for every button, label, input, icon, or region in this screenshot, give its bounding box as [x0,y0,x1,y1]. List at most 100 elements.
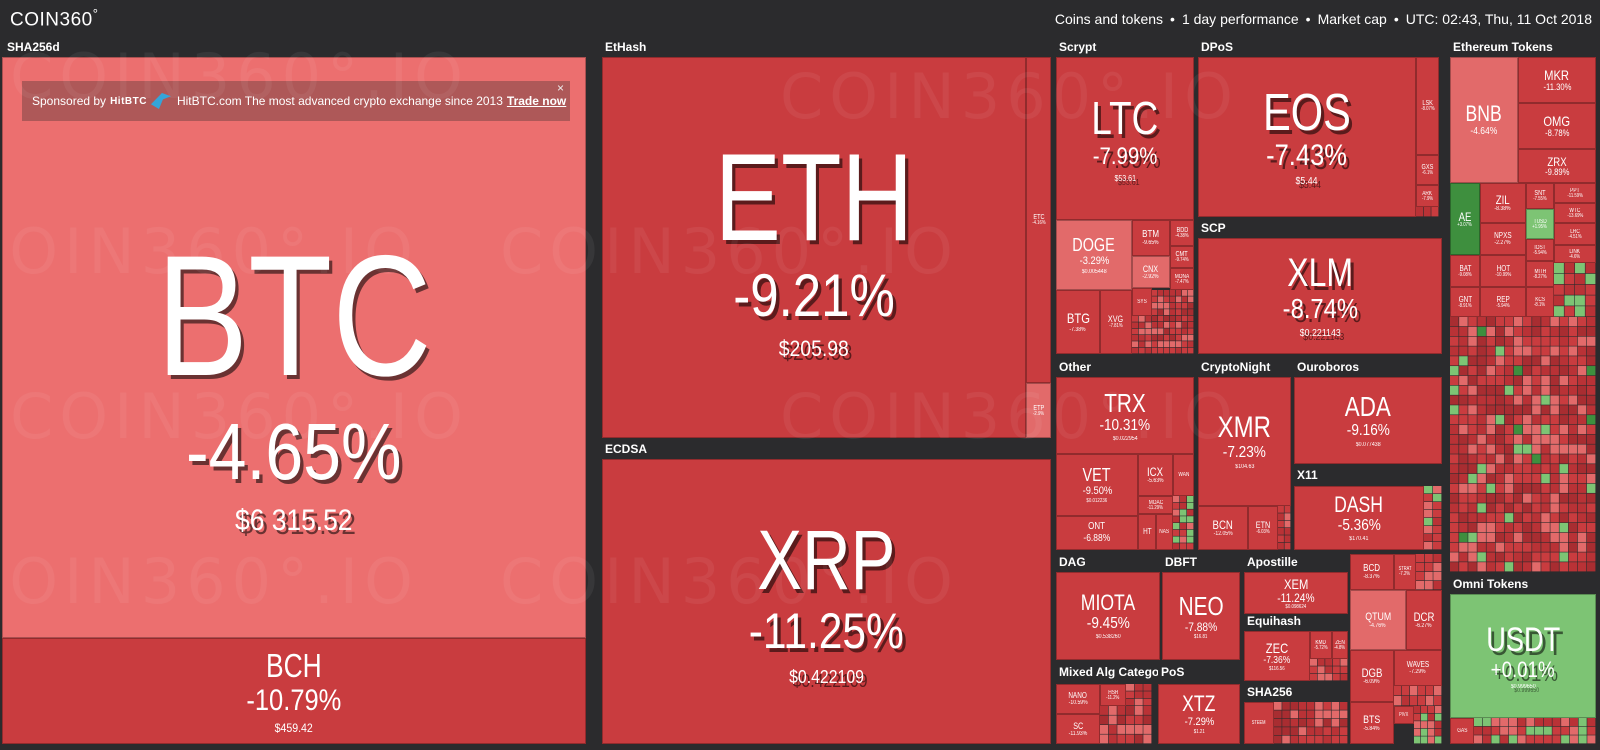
minor-coin-cell[interactable] [1564,284,1575,295]
group-label-x11[interactable]: X11 [1297,468,1318,482]
minor-coin-cell[interactable] [1586,562,1596,572]
minor-coin-cell[interactable] [1424,502,1433,510]
minor-coin-cell[interactable] [1450,405,1459,415]
minor-coin-cell[interactable] [1143,691,1152,699]
minor-coin-cell[interactable] [1145,316,1152,322]
minor-coin-cell[interactable] [1477,464,1486,474]
coin-tile-doge[interactable]: DOGE -3.29% $0.005448 [1056,220,1132,290]
minor-coin-cell[interactable] [1152,296,1158,303]
coin-tile-neo[interactable]: NEO -7.88% $16.81 [1162,572,1240,660]
minor-coin-cell[interactable] [1523,493,1532,503]
minor-coin-cell[interactable] [1495,317,1505,327]
minor-coin-cell[interactable] [1523,552,1532,562]
group-label-ecdsa[interactable]: ECDSA [605,442,648,456]
minor-coin-cell[interactable] [1564,306,1575,317]
minor-coin-cell[interactable] [1426,686,1434,696]
minor-coin-cell[interactable] [1554,273,1564,284]
minor-coin-cell[interactable] [1459,454,1468,464]
minor-coin-cell[interactable] [1416,207,1424,217]
minor-coin-cell[interactable] [1523,562,1532,572]
minor-coin-cell[interactable] [1585,263,1596,274]
minor-coin-cell[interactable] [1414,706,1421,713]
minor-coin-cell[interactable] [1182,334,1188,341]
minor-coin-cell[interactable] [1541,326,1550,337]
minor-coin-cell[interactable] [1577,366,1587,376]
minor-coin-cell[interactable] [1176,334,1182,341]
minor-coin-cell[interactable] [1523,483,1532,493]
minor-coin-cell[interactable] [1559,473,1569,484]
minor-coin-cell[interactable] [1550,356,1559,366]
minor-coin-cell[interactable] [1568,503,1578,513]
minor-coin-cell[interactable] [1143,725,1152,734]
minor-coin-cell[interactable] [1278,535,1284,543]
minor-coin-cell[interactable] [1433,563,1442,572]
minor-coin-cell[interactable] [1450,454,1459,464]
minor-coin-cell[interactable] [1459,522,1468,533]
minor-coin-cell[interactable] [1523,375,1532,386]
minor-coin-cell[interactable] [1310,666,1317,674]
group-label-sha256d[interactable]: SHA256d [7,40,60,54]
minor-coin-cell[interactable] [1495,346,1505,356]
minor-coin-cell[interactable] [1176,309,1182,315]
minor-coin-cell[interactable] [1500,735,1509,744]
coin360-logo[interactable]: COIN360° [10,6,98,31]
minor-coin-cell[interactable] [1310,673,1317,681]
coin-tile-wtc[interactable]: WTC -13.69% [1554,203,1596,223]
minor-coin-cell[interactable] [1164,322,1170,328]
minor-coin-cell[interactable] [1504,493,1514,503]
minor-coin-cell[interactable] [1577,562,1587,572]
coin-tile-omg[interactable]: OMG -8.78% [1518,103,1596,149]
minor-coin-cell[interactable] [1282,735,1290,744]
minor-coin-cell[interactable] [1394,696,1402,706]
minor-coin-cell[interactable] [1577,415,1587,425]
minor-coin-cell[interactable] [1164,296,1170,303]
minor-coin-cell[interactable] [1559,464,1569,474]
minor-coin-cell[interactable] [1468,326,1477,337]
minor-coin-cell[interactable] [1513,473,1523,484]
minor-coin-cell[interactable] [1559,493,1569,503]
minor-coin-cell[interactable] [1138,341,1145,348]
coin-tile-gas[interactable]: GAS [1450,718,1474,744]
minor-coin-cell[interactable] [1158,290,1164,296]
minor-coin-cell[interactable] [1339,735,1348,744]
minor-coin-cell[interactable] [1459,532,1468,542]
minor-coin-cell[interactable] [1424,554,1433,563]
minor-coin-cell[interactable] [1568,424,1578,435]
minor-coin-cell[interactable] [1187,496,1194,503]
minor-coin-cell[interactable] [1332,666,1340,674]
minor-coin-cell[interactable] [1559,562,1569,572]
minor-coin-cell[interactable] [1550,434,1559,444]
minor-coin-cell[interactable] [1577,385,1587,395]
minor-coin-cell[interactable] [1117,734,1126,744]
minor-coin-cell[interactable] [1568,562,1578,572]
minor-coin-cell[interactable] [1550,552,1559,562]
minor-coin-cell[interactable] [1414,721,1421,729]
minor-coin-cell[interactable] [1418,686,1426,696]
minor-coin-cell[interactable] [1559,405,1569,415]
minor-coin-cell[interactable] [1477,454,1486,464]
minor-coin-cell[interactable] [1477,542,1486,552]
minor-coin-cell[interactable] [1526,735,1535,744]
minor-coin-cell[interactable] [1187,543,1194,550]
sponsored-banner[interactable]: Sponsored by HitBTC HitBTC.com The most … [22,81,570,121]
minor-coin-cell[interactable] [1180,529,1187,536]
minor-coin-cell[interactable] [1143,684,1152,691]
minor-coin-cell[interactable] [1423,207,1431,217]
minor-coin-cell[interactable] [1577,493,1587,503]
minor-coin-cell[interactable] [1468,366,1477,376]
minor-coin-cell[interactable] [1495,454,1505,464]
coins-filter-dropdown[interactable]: Coins and tokens [1054,11,1164,27]
minor-coin-cell[interactable] [1550,326,1559,337]
minor-coin-cell[interactable] [1433,494,1442,502]
minor-coin-cell[interactable] [1164,315,1170,322]
minor-coin-cell[interactable] [1170,315,1176,322]
minor-coin-cell[interactable] [1559,513,1569,523]
minor-coins-mosaic-misc[interactable] [1416,554,1442,590]
minor-coins-mosaic-cryptonight[interactable] [1278,506,1291,550]
minor-coin-cell[interactable] [1568,473,1578,484]
minor-coin-cell[interactable] [1541,415,1550,425]
minor-coin-cell[interactable] [1158,302,1164,309]
minor-coin-cell[interactable] [1477,346,1486,356]
coin-tile-btm[interactable]: BTM -9.65% [1132,220,1170,256]
minor-coin-cell[interactable] [1535,718,1544,727]
